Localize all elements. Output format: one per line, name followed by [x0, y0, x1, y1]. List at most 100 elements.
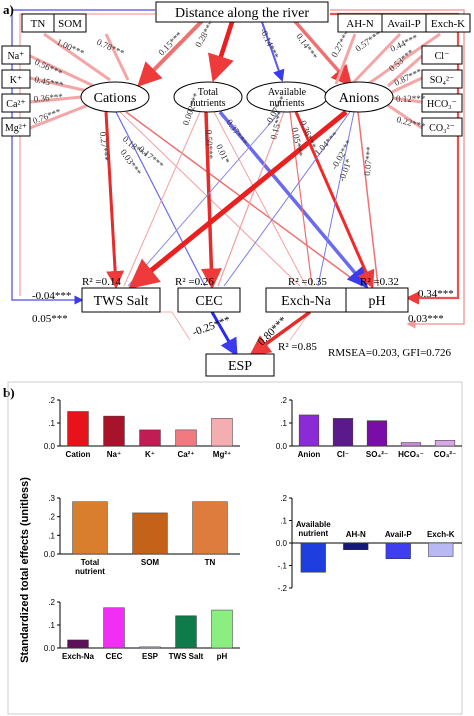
r2-ph: R² =0.32: [360, 276, 399, 288]
total-effects-charts: b) Standardized total effects (unitless)…: [3, 381, 463, 715]
y-axis-title: Standardized total effects (unitless): [19, 477, 31, 663]
chart-3: -.2 -.1 0.0 .1 .2 Available nutrient AH-N Avail-…: [276, 494, 462, 593]
bar: [175, 429, 197, 447]
svg-text:Cations: Cations: [94, 91, 137, 106]
panel-a-label: a): [3, 2, 14, 17]
coef-c1: 0.27***: [98, 131, 111, 162]
coef-t4: 0.37***: [224, 117, 249, 147]
r2-esp: R² =0.85: [278, 341, 317, 353]
bar: [175, 615, 197, 649]
sem-path-diagram: Distance along the river a) TN SOM AH-N Av…: [1, 1, 471, 377]
coef-n4: 0.07***: [362, 146, 375, 177]
coef-dist-total: 0.28***: [193, 18, 217, 49]
category-label: Na⁺: [107, 450, 121, 459]
bar: [332, 418, 354, 447]
svg-text:CEC: CEC: [195, 294, 222, 309]
y-tick-label: .2: [48, 598, 55, 607]
y-tick-label: .1: [48, 531, 55, 540]
bar: [192, 501, 228, 555]
category-label: ESP: [142, 652, 159, 661]
svg-text:CO₃²⁻: CO₃²⁻: [429, 123, 455, 134]
bar: [132, 512, 168, 555]
bar: [211, 609, 233, 649]
top-box: Distance along the river: [155, 1, 329, 23]
svg-text:Distance along the river: Distance along the river: [175, 6, 309, 21]
coef-tn: 1.00***: [55, 37, 86, 59]
nutrient-box-1: Avail-P: [381, 13, 427, 33]
panel-b-label: b): [3, 385, 15, 400]
r2-exch: R² =0.35: [288, 276, 327, 288]
coef-t2: 0.50***: [204, 130, 215, 160]
category-label: Avail-P: [385, 530, 412, 539]
category-label: Total nutrient: [75, 558, 105, 576]
tn-som-box-1: SOM: [53, 13, 87, 33]
tws-salt-box: TWS Salt: [81, 287, 161, 313]
svg-text:Total: Total: [198, 87, 219, 98]
anion-ion-box-3: CO₃²⁻: [421, 117, 463, 137]
bar: [139, 429, 161, 447]
category-label: AH-N: [346, 530, 366, 539]
coef-mg: 0.76***: [31, 106, 62, 126]
svg-text:TN: TN: [31, 18, 46, 30]
category-label: CO₃²⁻: [434, 450, 457, 459]
y-tick-label: .2: [48, 513, 55, 522]
bar: [385, 542, 411, 559]
chart-1: 0.0 .1 .2 Anion Cl⁻ SO₄²⁻ HCO₃⁻ CO₃²⁻: [276, 396, 462, 459]
svg-text:nutrients: nutrients: [270, 98, 305, 109]
cation-ion-box-2: Ca²⁺: [1, 93, 31, 113]
coef-dist-ph: 0.34***: [418, 288, 454, 300]
y-tick-label: 0.0: [44, 644, 56, 653]
y-tick-label: .3: [48, 494, 55, 503]
svg-text:Mg²⁺: Mg²⁺: [5, 123, 27, 134]
category-label: Ca²⁺: [177, 450, 194, 459]
bar: [67, 411, 89, 447]
chart-panels: 0.0 .1 .2 Cation Na⁺ K⁺ Ca²⁺ Mg²⁺ 0.0 .1 .2 Anion Cl…: [44, 396, 462, 661]
total-nutrients-latent: Total nutrients: [173, 81, 243, 113]
anion-ion-boxes: Cl⁻ SO₄²⁻ HCO₃⁻ CO₃²⁻: [421, 45, 463, 137]
coef-dist-tws2: 0.05***: [32, 313, 68, 325]
svg-text:Na⁺: Na⁺: [8, 51, 25, 62]
y-tick-label: .1: [280, 419, 287, 428]
svg-text:nutrients: nutrients: [191, 98, 226, 109]
cation-ion-box-3: Mg²⁺: [1, 117, 31, 137]
bar: [400, 442, 422, 447]
svg-text:AH-N: AH-N: [346, 18, 374, 30]
y-tick-label: 0.0: [276, 539, 288, 548]
svg-text:Anions: Anions: [339, 91, 379, 106]
r2-tws: R² =0.14: [82, 276, 121, 288]
r2-cec: R² =0.26: [175, 276, 214, 288]
cec-box: CEC: [177, 287, 241, 313]
cation-ion-boxes: Na⁺ K⁺ Ca²⁺ Mg²⁺: [1, 45, 31, 137]
bar: [103, 607, 125, 649]
category-label: TN: [205, 558, 216, 567]
anion-ion-box-0: Cl⁻: [421, 45, 463, 65]
coef-ahn: 0.27***: [329, 28, 353, 59]
category-label: Exch-Na: [62, 652, 95, 661]
anion-ion-box-1: SO₄²⁻: [421, 69, 463, 89]
svg-text:ESP: ESP: [228, 359, 252, 374]
y-tick-label: -.2: [278, 584, 288, 593]
chart-4: 0.0 .1 .2 Exch-Na CEC ESP TWS Salt pH: [44, 598, 240, 661]
category-label: Mg²⁺: [213, 450, 231, 459]
bar: [300, 542, 326, 573]
category-label: Cl⁻: [337, 450, 349, 459]
category-label: HCO₃⁻: [398, 450, 424, 459]
category-label: Anion: [298, 450, 321, 459]
bar: [298, 414, 320, 447]
cation-ion-box-0: Na⁺: [1, 45, 31, 65]
coef-dist-avail: -0.14***: [258, 27, 281, 61]
bar: [67, 639, 89, 649]
coef-t3: 0.01*: [214, 143, 232, 166]
y-tick-label: .1: [48, 621, 55, 630]
svg-text:Ca²⁺: Ca²⁺: [6, 99, 25, 110]
coef-hco3: 0.12***: [396, 94, 426, 104]
y-tick-label: .1: [48, 419, 55, 428]
available-nutrients-latent: Available nutrients: [246, 81, 328, 113]
anions-latent: Anions: [324, 81, 394, 113]
y-tick-label: 0.0: [44, 442, 56, 451]
cation-ion-box-1: K⁺: [1, 69, 31, 89]
category-label: Cation: [66, 450, 91, 459]
y-tick-label: .2: [280, 396, 287, 405]
svg-text:SOM: SOM: [58, 18, 82, 30]
bar: [366, 420, 388, 447]
